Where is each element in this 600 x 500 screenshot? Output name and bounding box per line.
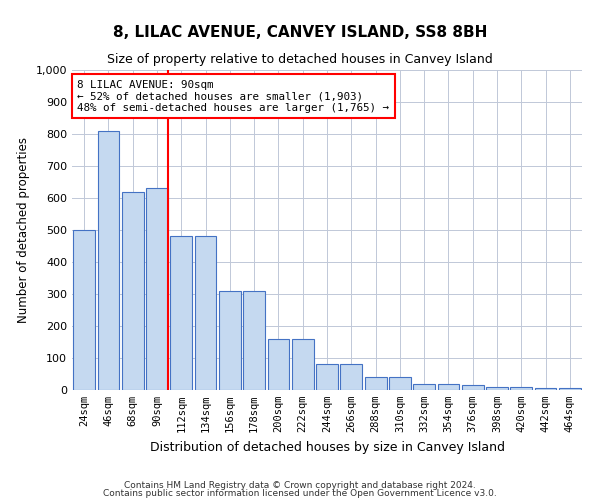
Bar bbox=[146, 188, 168, 390]
Bar bbox=[194, 236, 217, 390]
Bar bbox=[243, 291, 265, 390]
Bar bbox=[73, 230, 95, 390]
Bar bbox=[462, 385, 484, 390]
Bar bbox=[389, 377, 411, 390]
Bar bbox=[340, 364, 362, 390]
Bar bbox=[437, 384, 460, 390]
Bar bbox=[316, 364, 338, 390]
Bar bbox=[97, 131, 119, 390]
Text: 8 LILAC AVENUE: 90sqm
← 52% of detached houses are smaller (1,903)
48% of semi-d: 8 LILAC AVENUE: 90sqm ← 52% of detached … bbox=[77, 80, 389, 113]
Bar bbox=[268, 339, 289, 390]
Text: Size of property relative to detached houses in Canvey Island: Size of property relative to detached ho… bbox=[107, 52, 493, 66]
Text: 8, LILAC AVENUE, CANVEY ISLAND, SS8 8BH: 8, LILAC AVENUE, CANVEY ISLAND, SS8 8BH bbox=[113, 25, 487, 40]
Bar bbox=[365, 377, 386, 390]
X-axis label: Distribution of detached houses by size in Canvey Island: Distribution of detached houses by size … bbox=[149, 440, 505, 454]
Text: Contains public sector information licensed under the Open Government Licence v3: Contains public sector information licen… bbox=[103, 489, 497, 498]
Bar bbox=[292, 339, 314, 390]
Bar bbox=[122, 192, 143, 390]
Bar bbox=[413, 384, 435, 390]
Bar bbox=[535, 388, 556, 390]
Bar bbox=[170, 236, 192, 390]
Bar bbox=[486, 387, 508, 390]
Bar bbox=[219, 291, 241, 390]
Text: Contains HM Land Registry data © Crown copyright and database right 2024.: Contains HM Land Registry data © Crown c… bbox=[124, 480, 476, 490]
Bar bbox=[511, 387, 532, 390]
Y-axis label: Number of detached properties: Number of detached properties bbox=[17, 137, 30, 323]
Bar bbox=[559, 388, 581, 390]
